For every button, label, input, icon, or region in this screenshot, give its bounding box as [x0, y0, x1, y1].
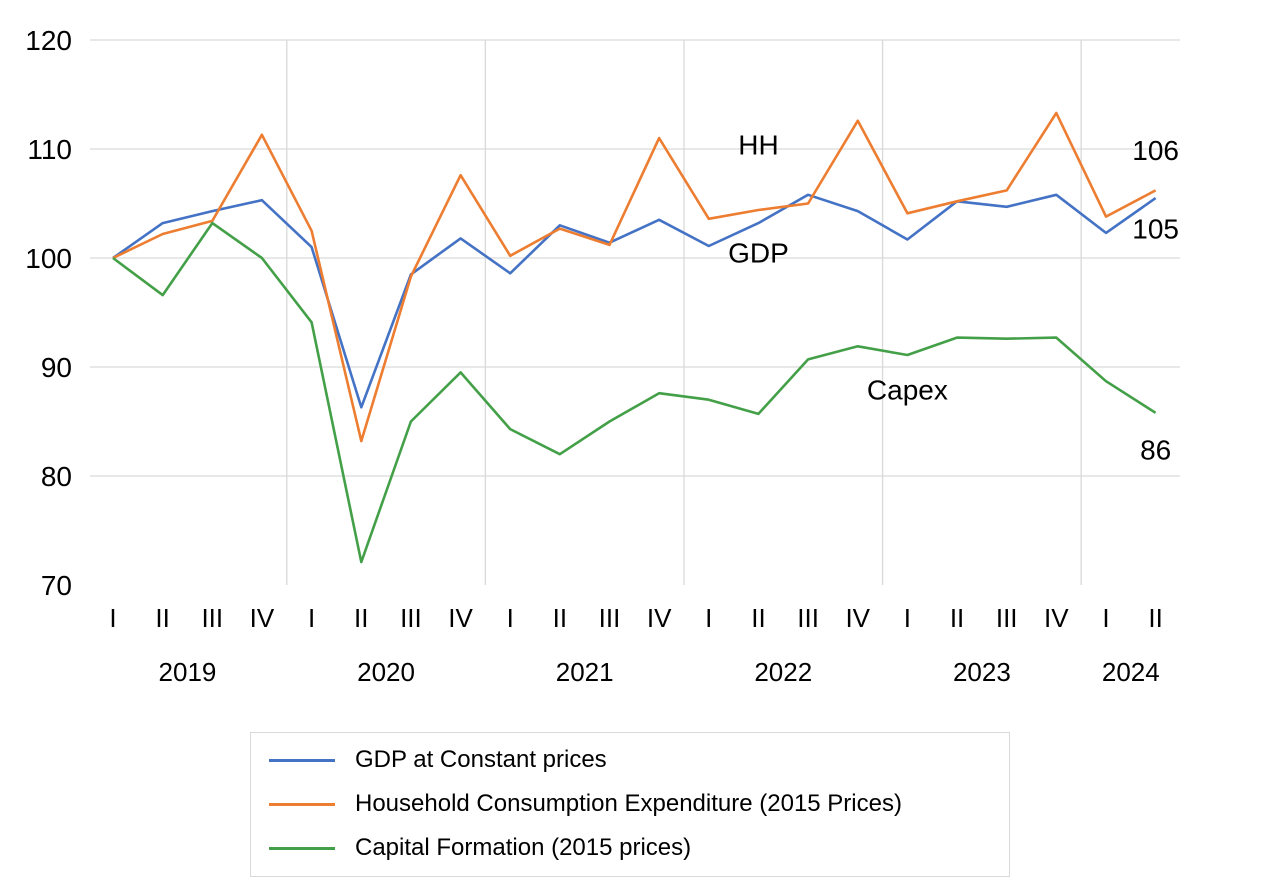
year-label: 2020	[357, 657, 415, 687]
y-tick-label: 100	[25, 243, 72, 274]
year-label: 2024	[1102, 657, 1160, 687]
x-tick-label: I	[109, 603, 116, 633]
x-tick-label: II	[155, 603, 169, 633]
x-tick-label: IV	[448, 603, 473, 633]
y-tick-label: 120	[25, 25, 72, 56]
x-tick-label: I	[705, 603, 712, 633]
annotation-label: Capex	[867, 375, 948, 406]
x-tick-label: I	[308, 603, 315, 633]
x-tick-label: IV	[845, 603, 870, 633]
x-tick-label: III	[201, 603, 223, 633]
x-tick-label: II	[1148, 603, 1162, 633]
series-line-0	[112, 193, 1157, 409]
annotation-layer: HH GDP Capex 106 105 86	[728, 129, 1179, 465]
annotation-label: 105	[1132, 213, 1179, 244]
year-label: 2019	[159, 657, 217, 687]
legend-item-capital: Capital Formation (2015 prices)	[269, 833, 691, 863]
legend-item-gdp: GDP at Constant prices	[269, 745, 607, 775]
y-tick-label: 80	[41, 461, 72, 492]
legend-label-gdp: GDP at Constant prices	[355, 746, 607, 773]
y-tick-label: 90	[41, 352, 72, 383]
annotation-label: 86	[1140, 435, 1171, 466]
series-line-2	[112, 221, 1157, 564]
legend-item-household: Household Consumption Expenditure (2015 …	[269, 789, 902, 819]
year-label: 2023	[953, 657, 1011, 687]
year-label: 2021	[556, 657, 614, 687]
legend-swatch-gdp	[269, 758, 335, 762]
x-tick-label: IV	[1044, 603, 1069, 633]
legend-label-household: Household Consumption Expenditure (2015 …	[355, 790, 902, 817]
x-tick-label: III	[797, 603, 819, 633]
annotation-label: 106	[1132, 135, 1179, 166]
x-tick-label: II	[751, 603, 765, 633]
x-tick-label: I	[904, 603, 911, 633]
y-tick-label: 110	[27, 134, 72, 165]
legend-swatch-capital	[269, 846, 335, 850]
year-label: 2022	[754, 657, 812, 687]
x-tick-label: III	[400, 603, 422, 633]
legend-label-capital: Capital Formation (2015 prices)	[355, 834, 692, 861]
x-tick-label: III	[599, 603, 621, 633]
annotation-label: GDP	[728, 237, 789, 268]
x-tick-label: IV	[647, 603, 672, 633]
x-tick-label: II	[354, 603, 368, 633]
x-tick-label: I	[507, 603, 514, 633]
legend: GDP at Constant prices Household Consump…	[250, 732, 1010, 877]
series-layer	[112, 111, 1157, 564]
x-tick-label: II	[950, 603, 964, 633]
y-tick-label: 70	[41, 570, 72, 601]
legend-swatch-household	[269, 802, 335, 806]
series-line-1	[112, 111, 1157, 443]
y-axis: 70 80 90 100 110 120	[25, 25, 72, 601]
x-tick-label: IV	[250, 603, 275, 633]
x-tick-label: I	[1102, 603, 1109, 633]
x-tick-label: II	[553, 603, 567, 633]
grid-layer	[90, 39, 1180, 585]
x-axis: I II III IV I II III IV I II III IV I II III IV I II III IV…	[109, 603, 1162, 687]
annotation-label: HH	[738, 129, 778, 160]
x-tick-label: III	[996, 603, 1018, 633]
